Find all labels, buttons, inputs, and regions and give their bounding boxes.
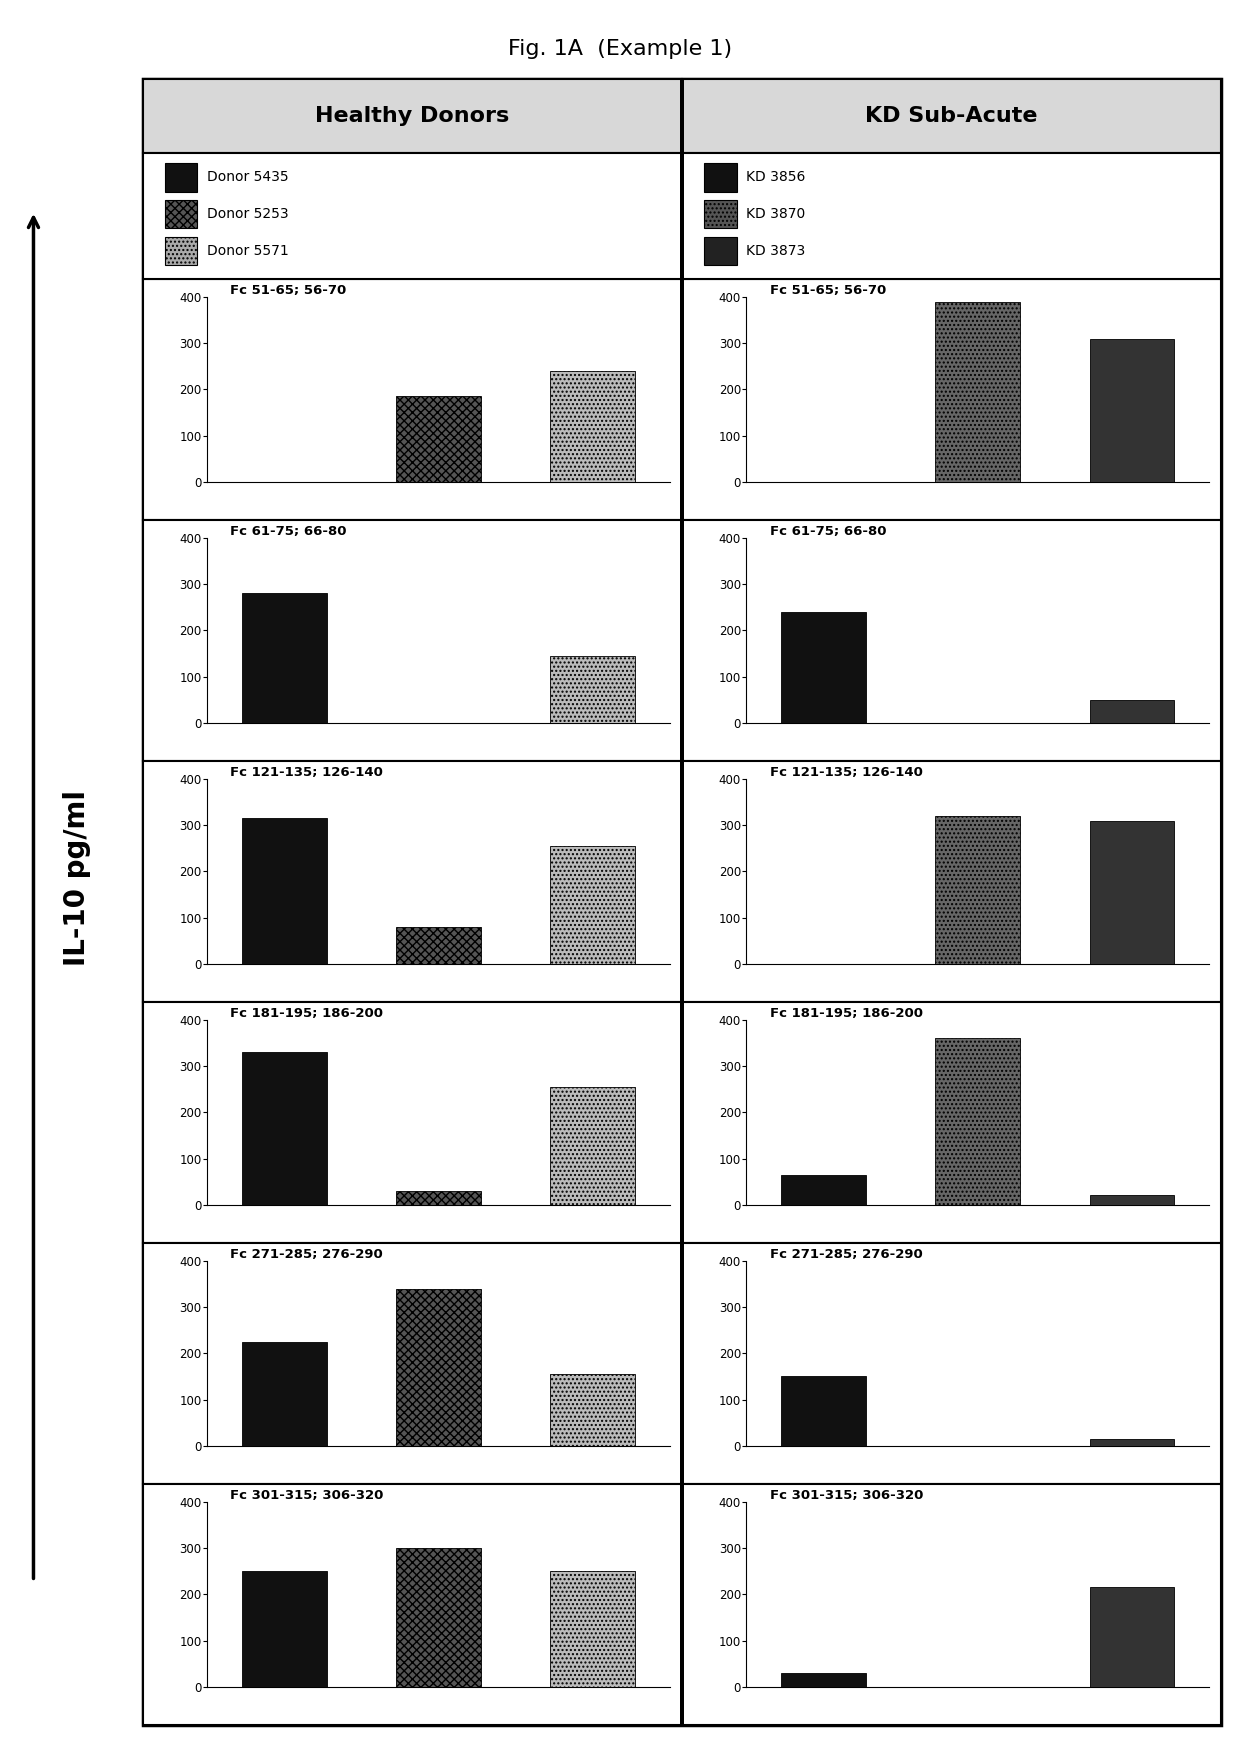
Text: Fc 51-65; 56-70: Fc 51-65; 56-70 — [231, 285, 346, 297]
Bar — [242, 1052, 326, 1205]
Bar — [396, 397, 481, 481]
Text: Donor 5253: Donor 5253 — [207, 207, 289, 221]
Text: KD 3873: KD 3873 — [746, 244, 806, 258]
Bar — [396, 926, 481, 963]
Text: Healthy Donors: Healthy Donors — [315, 105, 510, 127]
Bar — [242, 594, 326, 722]
Text: Donor 5571: Donor 5571 — [207, 244, 289, 258]
Bar — [551, 655, 635, 722]
Bar — [1090, 821, 1174, 963]
Bar — [242, 819, 326, 963]
Text: Fc 181-195; 186-200: Fc 181-195; 186-200 — [231, 1007, 383, 1019]
Bar — [781, 611, 866, 722]
Text: KD 3856: KD 3856 — [746, 170, 806, 184]
Bar — [935, 1038, 1021, 1205]
Bar — [551, 1374, 635, 1446]
Text: Fig. 1A  (Example 1): Fig. 1A (Example 1) — [508, 39, 732, 58]
Text: Fc 51-65; 56-70: Fc 51-65; 56-70 — [770, 285, 885, 297]
Bar — [396, 1191, 481, 1205]
Bar — [242, 1571, 326, 1687]
Bar — [396, 1548, 481, 1687]
Text: Fc 301-315; 306-320: Fc 301-315; 306-320 — [770, 1488, 923, 1502]
Bar — [781, 1175, 866, 1205]
Bar — [396, 1288, 481, 1446]
Text: IL-10 pg/ml: IL-10 pg/ml — [63, 791, 91, 966]
Bar — [551, 371, 635, 481]
Bar — [935, 815, 1021, 963]
Text: KD Sub-Acute: KD Sub-Acute — [866, 105, 1038, 127]
Bar — [551, 1088, 635, 1205]
Text: Fc 301-315; 306-320: Fc 301-315; 306-320 — [231, 1488, 383, 1502]
Bar — [781, 1376, 866, 1446]
Bar — [1090, 1195, 1174, 1205]
Bar — [551, 1571, 635, 1687]
Text: Fc 61-75; 66-80: Fc 61-75; 66-80 — [770, 525, 887, 538]
Bar — [1090, 339, 1174, 481]
Bar — [551, 845, 635, 963]
Bar — [781, 1673, 866, 1687]
Text: Donor 5435: Donor 5435 — [207, 170, 289, 184]
Text: Fc 121-135; 126-140: Fc 121-135; 126-140 — [231, 766, 383, 778]
Text: Fc 271-285; 276-290: Fc 271-285; 276-290 — [770, 1247, 923, 1262]
Text: KD 3870: KD 3870 — [746, 207, 806, 221]
Bar — [1090, 1439, 1174, 1446]
Text: Fc 181-195; 186-200: Fc 181-195; 186-200 — [770, 1007, 923, 1019]
Bar — [1090, 699, 1174, 722]
Bar — [242, 1342, 326, 1446]
Bar — [935, 302, 1021, 481]
Text: Fc 121-135; 126-140: Fc 121-135; 126-140 — [770, 766, 923, 778]
Bar — [1090, 1587, 1174, 1687]
Text: Fc 271-285; 276-290: Fc 271-285; 276-290 — [231, 1247, 383, 1262]
Text: Fc 61-75; 66-80: Fc 61-75; 66-80 — [231, 525, 347, 538]
